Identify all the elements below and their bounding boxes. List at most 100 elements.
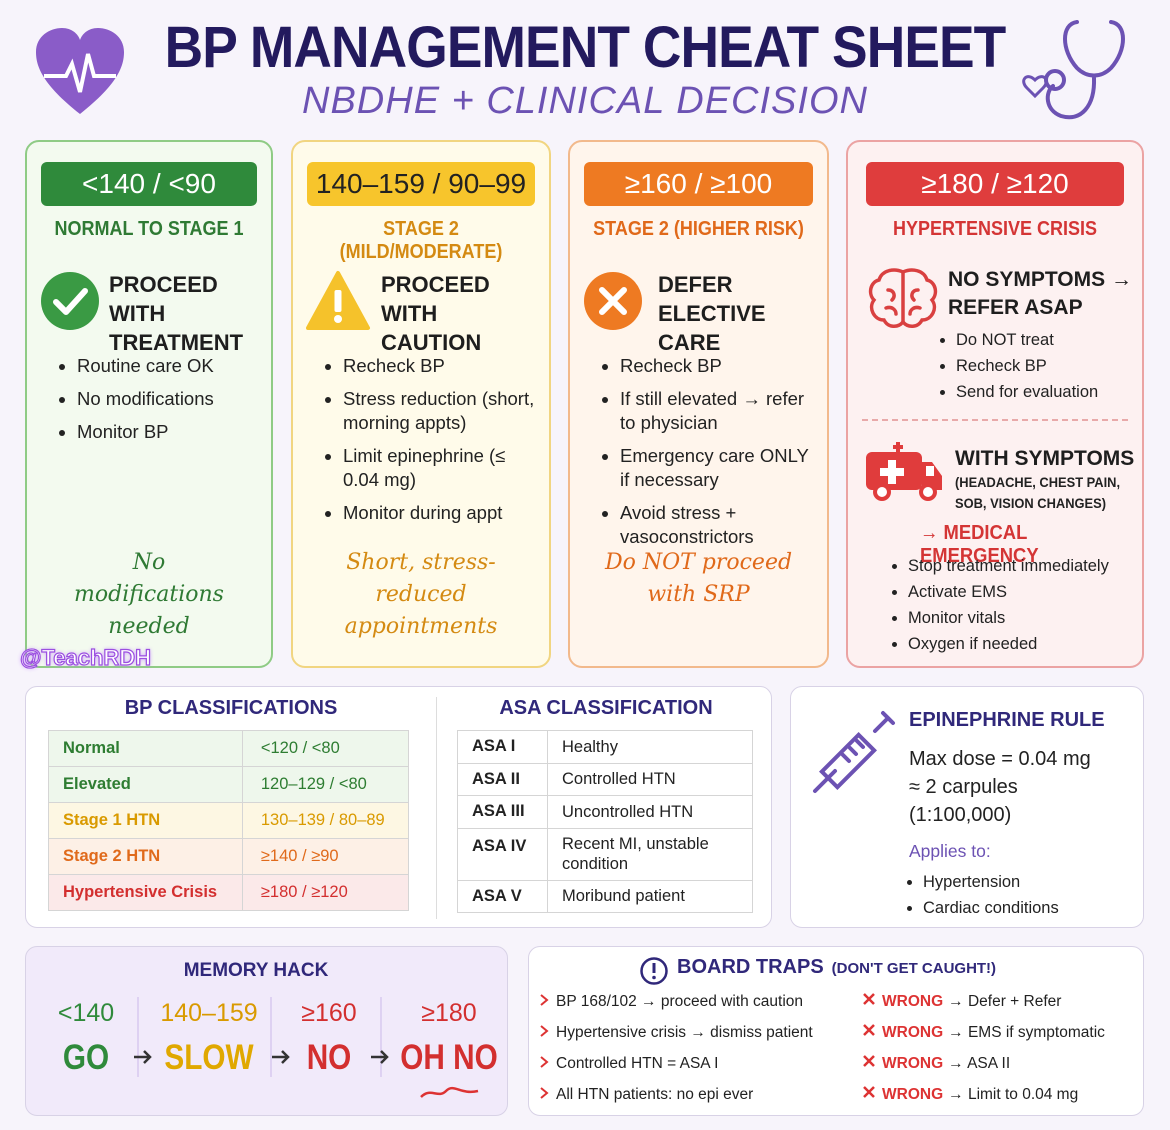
trap-row: BP 168/102 → proceed with caution WRONG → … (539, 986, 1139, 1017)
board-traps-box: BOARD TRAPS (DON'T GET CAUGHT!) BP 168/1… (528, 946, 1144, 1116)
bullet-list: Stop treatment immediately Activate EMS Mo… (886, 556, 1132, 660)
wrong-label: WRONG (882, 1023, 944, 1041)
bp-row: Elevated 120–129 / <80 (48, 766, 410, 803)
asa-class: ASA II (457, 762, 548, 796)
bullet: Stop treatment immediately (908, 556, 1132, 576)
bp-table: Normal <120 / <80 Elevated 120–129 / <80 Sta… (48, 730, 410, 911)
bp-class: Normal (48, 730, 243, 767)
epi-line: (1:100,000) (909, 804, 1012, 826)
stage-card: <140 / <90 NORMAL TO STAGE 1 PROCEED WITH … (25, 140, 273, 668)
status-icon (305, 270, 371, 337)
bp-row: Normal <120 / <80 (48, 730, 410, 767)
bullet: Oxygen if needed (908, 634, 1132, 654)
heart-icon (36, 28, 124, 114)
bullet: Avoid stress + vasoconstrictors (620, 501, 817, 549)
epi-line: ≈ 2 carpules (909, 776, 1018, 798)
trap: BP 168/102 → proceed with caution (556, 992, 804, 1010)
asa-desc: Recent MI, unstable condition (547, 827, 753, 881)
bp-range: 130–139 / 80–89 (241, 802, 410, 839)
asa-desc: Moribund patient (547, 879, 753, 913)
wrong-label: WRONG (882, 992, 944, 1010)
traps-subtitle: (DON'T GET CAUGHT!) (831, 960, 997, 977)
note: No modifications needed (74, 550, 224, 639)
epi-title: EPINEPHRINE RULE (909, 709, 1105, 731)
action: PROCEED WITH TREATMENT (109, 272, 244, 355)
range-pill: 140–159 / 90–99 (307, 162, 535, 206)
bullet: Emergency care ONLY if necessary (620, 444, 817, 492)
stage-label: HYPERTENSIVE CRISIS (892, 218, 1098, 240)
bullet: Recheck BP (343, 354, 539, 378)
bullet-list: Recheck BP Stress reduction (short, morni… (321, 354, 539, 534)
bullet-list: Routine care OK No modifications Monitor B… (55, 354, 261, 453)
bullet: Activate EMS (908, 582, 1132, 602)
stethoscope-icon (1022, 20, 1125, 120)
stage-card: ≥160 / ≥100 STAGE 2 (HIGHER RISK) DEFER EL… (568, 140, 829, 668)
divider (436, 697, 437, 919)
memory-item: ≥160 NO (269, 999, 389, 1078)
bp-row: Hypertensive Crisis ≥180 / ≥120 (48, 874, 410, 911)
asa-desc: Uncontrolled HTN (547, 795, 753, 829)
memory-item: <140 GO (26, 999, 146, 1078)
syringe-icon (813, 711, 895, 793)
bp-class-title: BP CLASSIFICATIONS (124, 697, 338, 719)
ambulance-icon (862, 440, 946, 507)
bullet: Do NOT treat (956, 330, 1132, 350)
traps-title: BOARD TRAPS (677, 956, 824, 978)
subtitle: NBDHE + CLINICAL DECISION (302, 80, 868, 122)
brain-icon (866, 266, 940, 337)
bullet: Monitor vitals (908, 608, 1132, 628)
bullet: Limit epinephrine (≤ 0.04 mg) (343, 444, 539, 492)
wrong-label: WRONG (882, 1054, 944, 1072)
note: Do NOT proceed with SRP (604, 550, 793, 607)
asa-row: ASA IV Recent MI, unstable condition (457, 827, 753, 881)
no-symptoms-title: NO SYMPTOMS → REFER ASAP (948, 268, 1132, 319)
correction: → EMS if symptomatic (948, 1023, 1105, 1041)
alert-icon (640, 957, 668, 985)
asa-class: ASA V (457, 879, 548, 913)
asa-title: ASA CLASSIFICATION (499, 697, 713, 719)
status-icon (39, 270, 101, 337)
bp-class: Hypertensive Crisis (48, 874, 243, 911)
range-pill: ≥180 / ≥120 (866, 162, 1124, 206)
memory-word: OH NO (400, 1038, 498, 1077)
stage-label: STAGE 2 (MILD/MODERATE) (339, 218, 503, 263)
memory-box: MEMORY HACK <140 GO 140–159 SLOW ≥160 NO ≥180 O… (25, 946, 508, 1116)
asa-class: ASA III (457, 795, 548, 829)
correction: → Limit to 0.04 mg (948, 1085, 1079, 1103)
bp-class: Elevated (48, 766, 243, 803)
asa-desc: Healthy (547, 730, 753, 764)
trap: Hypertensive crisis → dismiss patient (556, 1023, 813, 1041)
symptoms-detail: (HEADACHE, CHEST PAIN, SOB, VISION CHANG… (955, 474, 1121, 511)
with-symptoms-title: WITH SYMPTOMS (955, 447, 1135, 470)
bullet: If still elevated → refer to physician (620, 387, 817, 435)
wrong-icon (862, 1023, 882, 1042)
action: PROCEED WITH CAUTION (381, 272, 490, 355)
applies-item: Cardiac conditions (923, 895, 1059, 921)
chevron (539, 1024, 556, 1042)
range-pill: ≥160 / ≥100 (584, 162, 813, 206)
bullet: Stress reduction (short, morning appts) (343, 387, 539, 435)
memory-range: <140 (57, 999, 115, 1027)
range-pill: <140 / <90 (41, 162, 257, 206)
memory-range: ≥160 (301, 999, 357, 1027)
classifications-box: BP CLASSIFICATIONS ASA CLASSIFICATION No… (25, 686, 772, 928)
bp-range: <120 / <80 (241, 730, 410, 767)
wrong-icon (862, 1054, 882, 1073)
memory-word: NO (306, 1038, 352, 1077)
epi-line: Max dose = 0.04 mg (909, 748, 1091, 770)
bp-range: ≥180 / ≥120 (241, 874, 410, 911)
memory-word: GO (62, 1038, 110, 1077)
bullet: Send for evaluation (956, 382, 1132, 402)
asa-row: ASA II Controlled HTN (457, 762, 753, 796)
asa-row: ASA III Uncontrolled HTN (457, 795, 753, 829)
wrong-label: WRONG (882, 1085, 944, 1103)
status-icon (582, 270, 644, 337)
wrong-icon (862, 1085, 882, 1104)
chevron (539, 1055, 556, 1073)
title: BP MANAGEMENT CHEAT SHEET (164, 15, 1007, 80)
chevron (539, 993, 556, 1011)
asa-class: ASA I (457, 730, 548, 764)
trap: All HTN patients: no epi ever (556, 1085, 754, 1103)
